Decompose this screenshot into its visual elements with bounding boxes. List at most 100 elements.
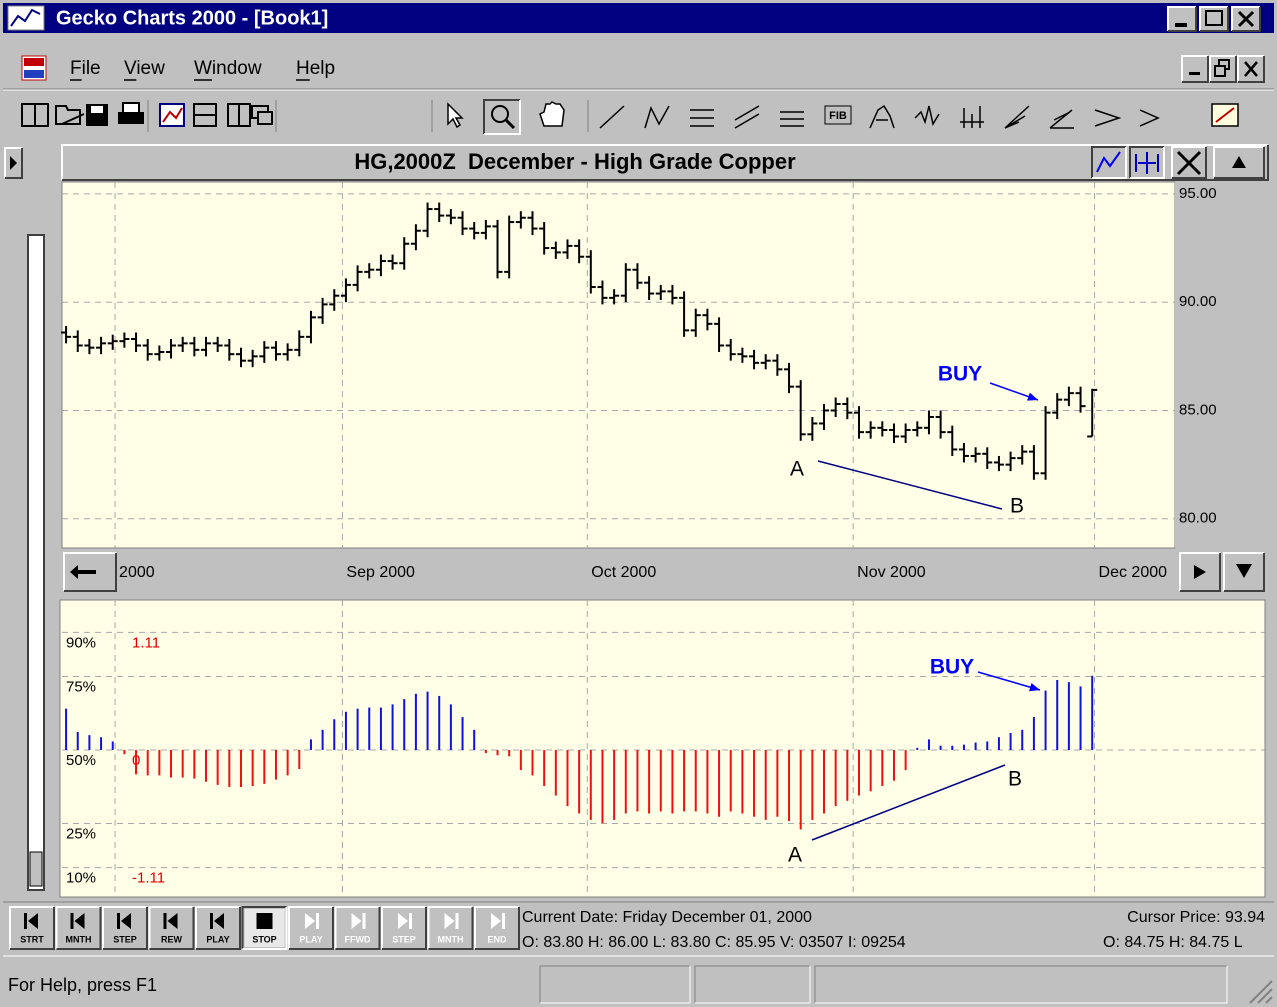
draw-tool[interactable] [734,105,760,129]
open-folder[interactable] [55,105,85,125]
mdi-minimize-button[interactable] [1181,55,1209,83]
menu-item[interactable]: File [70,58,101,79]
bevel-light [195,906,240,949]
button-face [149,907,194,949]
arrow-head [1029,683,1040,692]
mdi-close-button[interactable] [1237,55,1265,83]
print[interactable] [118,102,144,124]
chart-tool-button[interactable] [1129,146,1165,179]
status-panel [695,966,811,1004]
x-tick-label: Dec 2000 [1099,564,1168,581]
glyph [70,913,85,929]
open-book[interactable] [21,103,49,127]
draw-tool[interactable] [1049,109,1074,129]
playback-button[interactable]: MNTH [55,906,102,950]
draw-tool[interactable] [1094,109,1122,127]
annotation: B [1008,768,1022,791]
window-title: Gecko Charts 2000 - [Book1] [56,7,328,29]
scroll-down-button[interactable] [1223,552,1265,592]
bevel-dark [1168,7,1197,32]
chart-tool-button[interactable] [1171,146,1207,179]
split-v[interactable] [227,103,251,127]
close-button[interactable] [1231,6,1261,32]
bevel-dark [1130,147,1165,179]
bevel-light [241,906,287,949]
draw-tool[interactable] [1139,109,1160,127]
annotation: A [788,844,802,867]
expand-button[interactable] [4,147,23,179]
slider-trough [27,234,45,891]
bevel-light [334,906,380,949]
playback-button[interactable]: STEP [102,906,148,950]
button-face [428,907,473,949]
bevel-dark [64,553,117,592]
save[interactable] [86,104,108,126]
button-face [1168,7,1196,31]
draw-tool[interactable] [780,111,804,127]
draw-tool[interactable] [599,105,625,129]
oscillator-plot [59,599,1266,898]
x-tick-label: Nov 2000 [857,564,926,581]
playback-button[interactable]: PLAY [195,906,241,950]
playback-label: FFWD [345,934,371,944]
trend-line [811,764,1006,841]
slider-thumb [29,851,43,887]
glyph [55,105,85,125]
playback-button[interactable]: STRT [9,906,55,950]
playback-button[interactable]: STOP [241,906,288,950]
calc[interactable] [1211,103,1239,127]
resize-grip [1265,996,1273,1004]
playback-label: STOP [252,934,276,944]
pointer[interactable] [447,102,464,129]
bevel-dark [10,907,55,950]
hand[interactable] [539,101,565,127]
fib-tool[interactable]: FIB [824,105,852,125]
cascade[interactable] [251,105,273,125]
chart-tool-button[interactable] [1091,146,1127,179]
draw-tool[interactable] [869,104,895,129]
bevel-dark [1224,553,1265,592]
bevel-light [102,906,147,949]
draw-tool[interactable] [690,109,714,127]
draw-tool[interactable] [960,106,984,128]
scroll-left-button[interactable] [63,552,117,592]
glyph [1189,72,1200,75]
split-h[interactable] [193,103,217,127]
maximize-button[interactable] [1199,6,1229,32]
menu-item[interactable]: Help [296,58,335,79]
y2-tick-label: 1.11 [132,634,160,651]
glyph [163,913,178,929]
bevel-dark [1210,56,1237,83]
playback-button: STEP [381,906,427,950]
draw-tool[interactable] [644,105,670,129]
glyph [644,105,670,129]
draw-tool[interactable] [914,105,940,126]
draw-tool[interactable] [1004,105,1030,129]
pressed-frame [483,99,521,135]
y-tick-label: 10% [66,870,96,887]
mdi-restore-button[interactable] [1209,55,1237,83]
glyph [914,105,940,126]
zoom[interactable] [483,99,521,135]
glyph [1205,10,1223,26]
bevel-light [63,552,116,591]
scroll-up-button[interactable] [1213,146,1265,179]
glyph [10,156,17,170]
button-face [1182,56,1208,82]
chart-props[interactable] [159,103,185,127]
doc-icon [21,55,47,81]
playback-button[interactable]: REW [148,906,195,950]
bevel-light [1231,6,1260,31]
button-face [382,907,426,949]
bevel-light [1213,146,1264,178]
scroll-right-button[interactable] [1179,552,1221,592]
playback-label: STEP [113,934,137,944]
menu-item[interactable]: View [124,58,165,79]
bevel-light [427,906,473,949]
menu-item[interactable]: Window [194,58,262,79]
minimize-button[interactable] [1167,6,1197,32]
icon-bg [7,5,45,31]
bevel-dark [1238,56,1265,83]
glyph [960,106,984,128]
